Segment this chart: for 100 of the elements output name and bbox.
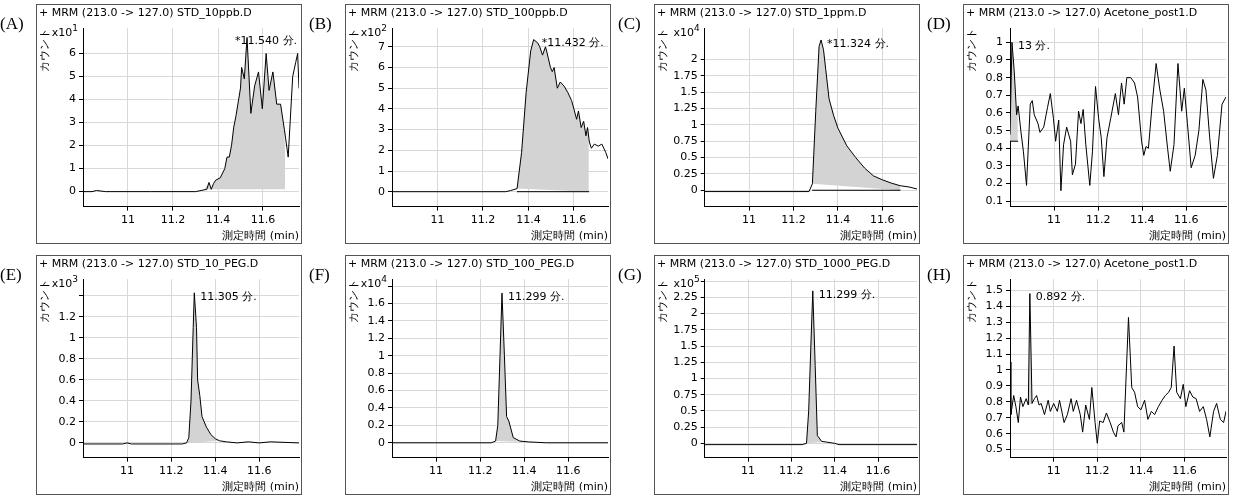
y-tick-label: 0.6 xyxy=(58,372,76,386)
y-tick-label: 1.25 xyxy=(673,355,698,369)
y-tick-label: 2.25 xyxy=(673,290,698,304)
y-tick-label: 0.8 xyxy=(985,70,1003,84)
text: (D) xyxy=(927,13,952,34)
y-tick-label: 1.5 xyxy=(680,85,698,99)
x-axis-title: 測定時間 (min) xyxy=(1149,229,1226,243)
x-axis-title: 測定時間 (min) xyxy=(222,480,299,494)
y-tick-label: 1.75 xyxy=(673,322,698,336)
y-tick-label: 0.4 xyxy=(58,393,76,407)
y-tick-label: 1.2 xyxy=(58,309,76,323)
y-axis-title: カウント xyxy=(965,28,979,73)
x-tick-label: 11 xyxy=(430,213,445,227)
y-tick-label: 1.1 xyxy=(985,346,1003,360)
y-tick-label: 1.5 xyxy=(680,338,698,352)
annotation: *11.324 分. xyxy=(827,36,890,50)
y-tick-label: 0.9 xyxy=(985,378,1003,392)
y-tick-label: 5 xyxy=(69,69,76,83)
y-tick-label: 0.8 xyxy=(58,351,76,365)
x-tick-label: 11.6 xyxy=(1174,213,1199,227)
y-tick-label: 1 xyxy=(996,362,1003,376)
chart-title: + MRM (213.0 -> 127.0) Acetone_post1.D xyxy=(966,6,1198,20)
annotation: *11.432 分. xyxy=(541,36,604,50)
y-tick-label: 5 xyxy=(378,81,385,95)
annotation: 11.299 分. xyxy=(507,289,565,303)
x-tick-label: 11.2 xyxy=(1085,464,1110,478)
x-tick-label: 11.4 xyxy=(1129,213,1155,227)
y-tick-label: 2 xyxy=(378,143,385,157)
x-tick-label: 11.4 xyxy=(205,213,231,227)
y-axis-title: カウント xyxy=(347,28,361,73)
chart-title: + MRM (213.0 -> 127.0) STD_10_PEG.D xyxy=(39,257,259,271)
x-tick-label: 11 xyxy=(1047,213,1062,227)
x-axis-title: 測定時間 (min) xyxy=(840,480,917,494)
y-tick-label: 1.2 xyxy=(367,331,385,345)
x-tick-label: 11 xyxy=(121,213,135,227)
y-tick-label: 1.25 xyxy=(673,101,698,115)
y-tick-label: 3 xyxy=(69,115,76,129)
x-axis-title: 測定時間 (min) xyxy=(840,229,917,243)
y-tick-label: 1 xyxy=(378,163,385,177)
y-tick-label: 0.75 xyxy=(673,387,698,401)
y-tick-label: 6 xyxy=(378,60,385,74)
y-axis-title: カウント xyxy=(347,279,361,324)
x-tick-label: 11.2 xyxy=(467,464,493,478)
text: (E) xyxy=(0,264,23,285)
text: (B) xyxy=(309,13,333,34)
x-axis-title: 測定時間 (min) xyxy=(531,229,608,243)
y-tick-label: 0.2 xyxy=(367,418,385,432)
x-tick-label: 11.4 xyxy=(516,213,541,227)
y-tick-label: 0.3 xyxy=(985,158,1003,172)
y-tick-label: 1.2 xyxy=(985,331,1003,344)
y-tick-label: 2 xyxy=(690,52,698,66)
x-tick-label: 11.6 xyxy=(247,464,272,478)
y-tick-label: 7 xyxy=(378,39,385,53)
y-tick-label: 0 xyxy=(378,184,385,198)
y-tick-label: 0.5 xyxy=(985,442,1003,456)
y-tick-label: 4 xyxy=(378,101,385,115)
text: (C) xyxy=(618,13,642,34)
y-tick-label: 0.4 xyxy=(985,141,1003,155)
annotation: 11.299 分. xyxy=(818,287,876,301)
chart-title: + MRM (213.0 -> 127.0) STD_100_PEG.D xyxy=(348,257,575,271)
annotation: 13 分. xyxy=(1017,39,1050,53)
x-tick-label: 11.4 xyxy=(511,464,537,478)
x-tick-label: 11.4 xyxy=(202,464,228,478)
text: (F) xyxy=(309,264,331,285)
chart-title: + MRM (213.0 -> 127.0) Acetone_post1.D xyxy=(966,257,1198,271)
y-tick-label: 0.5 xyxy=(680,150,698,164)
y-tick-label: 0.2 xyxy=(985,176,1003,190)
chart-title: + MRM (213.0 -> 127.0) STD_1000_PEG.D xyxy=(657,257,891,271)
x-tick-label: 11.6 xyxy=(556,464,581,478)
y-tick-label: 1 xyxy=(690,371,698,385)
x-tick-label: 11.6 xyxy=(561,213,587,227)
text: (A) xyxy=(0,13,25,34)
x-tick-label: 11.2 xyxy=(470,213,496,227)
chart-title: + MRM (213.0 -> 127.0) STD_100ppb.D xyxy=(348,6,568,20)
y-tick-label: 0 xyxy=(69,184,76,198)
x-tick-label: 11.4 xyxy=(822,464,847,478)
x-tick-label: 11.4 xyxy=(825,213,851,227)
y-tick-label: 1 xyxy=(378,348,385,362)
y-tick-label: 2 xyxy=(690,306,698,320)
y-tick-label: 1.5 xyxy=(985,283,1003,297)
x-tick-label: 11 xyxy=(742,213,757,227)
y-tick-label: 1 xyxy=(690,117,698,131)
y-tick-label: 0.25 xyxy=(673,166,698,180)
y-tick-label: 0.2 xyxy=(58,414,76,428)
x-tick-label: 11 xyxy=(429,464,444,478)
y-tick-label: 0.1 xyxy=(985,194,1003,208)
annotation: 11.305 分. xyxy=(200,289,257,303)
y-axis-title: カウント xyxy=(38,28,52,73)
x-tick-label: 11.2 xyxy=(1085,213,1111,227)
y-tick-label: 1.6 xyxy=(367,296,385,310)
x-axis-title: 測定時間 (min) xyxy=(1149,480,1226,494)
x-tick-label: 11.2 xyxy=(779,464,804,478)
y-tick-label: 0 xyxy=(690,436,698,450)
x-tick-label: 11.6 xyxy=(870,213,895,227)
y-tick-label: 2 xyxy=(69,138,76,152)
y-tick-label: 0.8 xyxy=(367,366,385,380)
y-axis-title: カウント xyxy=(965,279,979,324)
y-tick-label: 0.5 xyxy=(680,403,698,417)
y-tick-label: 0.6 xyxy=(985,105,1003,119)
y-tick-label: 0.9 xyxy=(985,52,1003,66)
